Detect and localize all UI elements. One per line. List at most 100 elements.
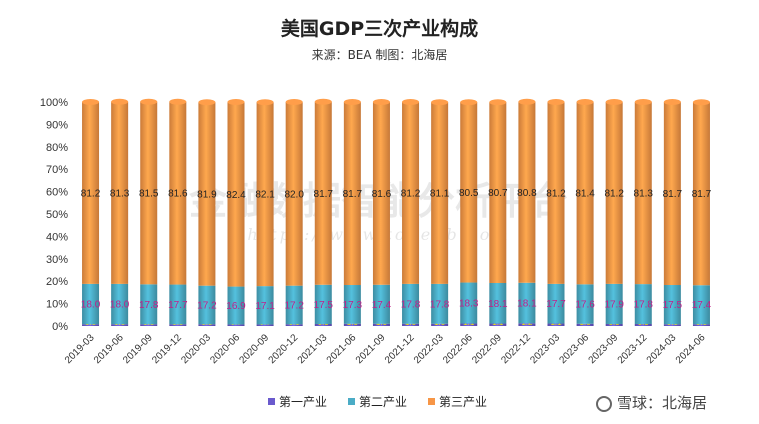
data-label: 17.8 bbox=[139, 300, 159, 311]
bar-top-cap bbox=[489, 99, 507, 106]
data-label: 17.9 bbox=[604, 299, 624, 310]
bar-segment-3 bbox=[140, 101, 158, 285]
x-tick-label: 2022-09 bbox=[470, 332, 504, 366]
data-label: 81.2 bbox=[81, 188, 101, 199]
data-label: 82.1 bbox=[255, 190, 275, 201]
bar-segment-1 bbox=[431, 323, 449, 326]
data-label: 18.0 bbox=[110, 300, 130, 311]
bar-segment-1 bbox=[140, 324, 158, 326]
bar-top-cap bbox=[547, 99, 565, 105]
bar-segment-2 bbox=[605, 283, 623, 324]
data-label: 17.4 bbox=[372, 300, 392, 311]
bar-segment-2 bbox=[169, 284, 187, 325]
bar-top-cap bbox=[576, 99, 594, 105]
bar-segment-1 bbox=[402, 323, 420, 326]
data-label: 18.3 bbox=[459, 299, 479, 310]
corner-watermark-text: 雪球：北海居 bbox=[617, 394, 708, 412]
y-tick-label: 100% bbox=[40, 97, 68, 109]
bar-top-cap bbox=[285, 99, 303, 105]
legend-swatch bbox=[268, 398, 275, 405]
data-label: 17.2 bbox=[197, 300, 217, 311]
bar-segment-2 bbox=[692, 285, 710, 325]
y-tick-label: 50% bbox=[46, 209, 68, 221]
x-tick-label: 2021-06 bbox=[325, 332, 359, 366]
data-label: 81.3 bbox=[634, 189, 654, 200]
bar-top-cap bbox=[431, 99, 449, 106]
bar-segment-1 bbox=[460, 323, 478, 326]
x-tick-label: 2021-03 bbox=[296, 332, 330, 366]
data-label: 81.2 bbox=[604, 188, 624, 199]
x-tick-label: 2019-03 bbox=[63, 332, 97, 366]
data-label: 80.5 bbox=[459, 188, 479, 199]
bar-top-cap bbox=[518, 98, 536, 105]
bar-top-cap bbox=[663, 99, 681, 105]
y-tick-label: 30% bbox=[46, 254, 68, 266]
bar-top-cap bbox=[605, 99, 623, 105]
x-tick-label: 2023-03 bbox=[528, 332, 562, 366]
bar-segment-2 bbox=[314, 284, 332, 324]
bar-top-cap bbox=[372, 99, 390, 105]
bar-segment-3 bbox=[169, 101, 187, 285]
data-label: 81.7 bbox=[663, 189, 683, 200]
data-label: 81.7 bbox=[343, 189, 363, 200]
bar-segment-2 bbox=[343, 285, 361, 324]
data-label: 17.2 bbox=[284, 300, 304, 311]
data-label: 17.7 bbox=[168, 300, 188, 311]
legend-label: 第三产业 bbox=[439, 395, 487, 409]
bar-segment-2 bbox=[663, 285, 681, 325]
bar-segment-3 bbox=[372, 102, 390, 285]
data-label: 81.2 bbox=[401, 188, 421, 199]
bar-segment-3 bbox=[198, 102, 216, 286]
data-label: 81.4 bbox=[575, 189, 595, 200]
data-label: 81.6 bbox=[372, 189, 392, 200]
bar-segment-1 bbox=[634, 323, 652, 326]
bar-top-cap bbox=[111, 98, 129, 105]
data-label: 17.8 bbox=[430, 299, 450, 310]
bar-segment-3 bbox=[111, 101, 129, 284]
y-tick-label: 80% bbox=[46, 142, 68, 154]
bar-segment-3 bbox=[314, 101, 332, 285]
x-tick-label: 2024-03 bbox=[645, 332, 679, 366]
bar-segment-1 bbox=[343, 323, 361, 326]
bar-top-cap bbox=[82, 99, 100, 105]
x-tick-label: 2023-12 bbox=[616, 332, 650, 366]
bar-top-cap bbox=[227, 99, 245, 105]
legend-label: 第一产业 bbox=[279, 395, 327, 409]
x-tick-label: 2019-12 bbox=[150, 332, 184, 366]
y-tick-label: 90% bbox=[46, 119, 68, 131]
bar-segment-2 bbox=[140, 284, 158, 325]
bar-segment-1 bbox=[111, 324, 129, 326]
x-tick-label: 2023-06 bbox=[557, 332, 591, 366]
data-label: 17.8 bbox=[634, 300, 654, 311]
bar-segment-2 bbox=[82, 283, 100, 325]
data-label: 17.1 bbox=[255, 301, 275, 312]
bar-segment-3 bbox=[256, 102, 274, 287]
data-label: 17.4 bbox=[692, 300, 712, 311]
bar-top-cap bbox=[314, 98, 332, 105]
data-label: 82.0 bbox=[284, 189, 304, 200]
bar-segment-1 bbox=[314, 323, 332, 326]
bar-top-cap bbox=[256, 99, 274, 106]
data-label: 81.5 bbox=[139, 189, 159, 200]
bar-segment-2 bbox=[402, 283, 420, 324]
data-label: 82.4 bbox=[226, 190, 246, 201]
y-tick-label: 70% bbox=[46, 164, 68, 176]
xueqiu-logo-icon bbox=[596, 396, 612, 412]
bar-top-cap bbox=[343, 99, 361, 105]
data-label: 81.7 bbox=[692, 189, 712, 200]
bar-segment-1 bbox=[82, 324, 100, 326]
y-tick-label: 40% bbox=[46, 231, 68, 243]
bar-top-cap bbox=[169, 98, 187, 105]
data-label: 17.3 bbox=[343, 300, 363, 311]
x-tick-label: 2019-09 bbox=[121, 332, 155, 366]
bar-segment-2 bbox=[198, 285, 216, 325]
bar-segment-1 bbox=[198, 324, 216, 326]
y-tick-label: 20% bbox=[46, 276, 68, 288]
bar-segment-2 bbox=[256, 286, 274, 325]
legend-swatch bbox=[348, 398, 355, 405]
data-label: 80.7 bbox=[488, 188, 508, 199]
bar-top-cap bbox=[402, 99, 420, 105]
chart-subtitle: 来源：BEA 制图：北海居 bbox=[311, 48, 448, 62]
x-tick-label: 2022-12 bbox=[499, 332, 533, 366]
data-label: 81.2 bbox=[546, 188, 566, 199]
